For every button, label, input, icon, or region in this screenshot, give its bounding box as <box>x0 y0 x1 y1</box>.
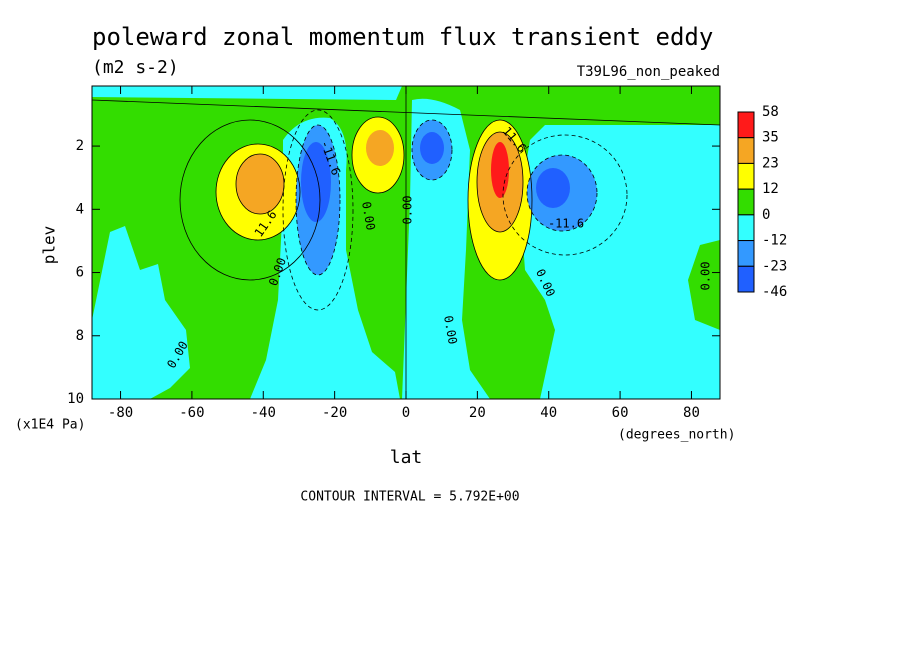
x-units: (degrees_north) <box>618 428 735 443</box>
colorbar-label: -23 <box>762 258 787 274</box>
colorbar-box <box>737 111 755 139</box>
colorbar-label: 58 <box>762 104 779 120</box>
level-band <box>536 168 570 208</box>
contour-line <box>502 134 628 256</box>
level-band <box>420 132 444 164</box>
colorbar-box <box>737 240 755 267</box>
contour-line <box>526 154 598 232</box>
x-tick-label: -40 <box>251 405 276 421</box>
level-band <box>366 130 394 166</box>
colorbar-label: 0 <box>762 207 770 223</box>
contour-label: 0.00 <box>441 314 460 345</box>
chart-subtitle: (m2 s-2) <box>92 57 179 78</box>
contour-line <box>476 131 524 233</box>
contour-line <box>295 124 341 276</box>
level-band <box>301 142 331 222</box>
x-tick-label: -80 <box>108 405 133 421</box>
colorbar-box <box>737 162 755 190</box>
y-tick-label: 10 <box>67 391 84 407</box>
y-tick-label: 8 <box>76 328 84 344</box>
x-tick-label: -60 <box>179 405 204 421</box>
contour-line <box>467 119 533 281</box>
contour-line <box>215 143 301 241</box>
footer-note: CONTOUR INTERVAL = 5.792E+00 <box>300 490 519 505</box>
colorbar-label: -12 <box>762 233 787 249</box>
x-tick-label: -20 <box>322 405 347 421</box>
colorbar-label: 23 <box>762 155 779 171</box>
x-tick-label: 40 <box>540 405 557 421</box>
x-tick-label: 0 <box>402 405 410 421</box>
x-tick-label: 80 <box>683 405 700 421</box>
contour-label: 0.00 <box>359 200 378 231</box>
contour-line <box>235 153 285 215</box>
contour-line <box>92 86 720 399</box>
colorbar-box <box>737 188 755 216</box>
colorbar-box <box>737 214 755 242</box>
y-units: (x1E4 Pa) <box>15 418 85 433</box>
y-tick-label: 4 <box>76 201 84 217</box>
level-band <box>491 142 509 198</box>
y-tick-label: 6 <box>76 265 84 281</box>
x-tick-label: 20 <box>469 405 486 421</box>
contour-line <box>282 109 354 311</box>
level-band <box>92 86 402 100</box>
contour-field <box>92 86 720 399</box>
colorbar-label: 12 <box>762 181 779 197</box>
level-band <box>92 226 190 399</box>
contour-label: 0.00 <box>699 262 713 291</box>
contour-label: -11.6 <box>548 217 584 231</box>
chart-title: poleward zonal momentum flux transient e… <box>92 23 713 51</box>
level-band <box>236 154 284 214</box>
colorbar-box <box>737 265 755 293</box>
contour-line <box>411 119 453 181</box>
colorbar-label: 35 <box>762 130 779 146</box>
contour-line <box>179 119 321 281</box>
contour-label: 0.00 <box>401 196 415 225</box>
colorbar-box <box>737 137 755 164</box>
colorbar-label: -46 <box>762 284 787 300</box>
contour-line <box>351 116 405 194</box>
x-tick-label: 60 <box>612 405 629 421</box>
dataset-label: T39L96_non_peaked <box>577 64 720 80</box>
y-tick-label: 2 <box>76 138 84 154</box>
x-axis-label: lat <box>390 447 423 468</box>
y-axis-label: plev <box>40 226 59 265</box>
